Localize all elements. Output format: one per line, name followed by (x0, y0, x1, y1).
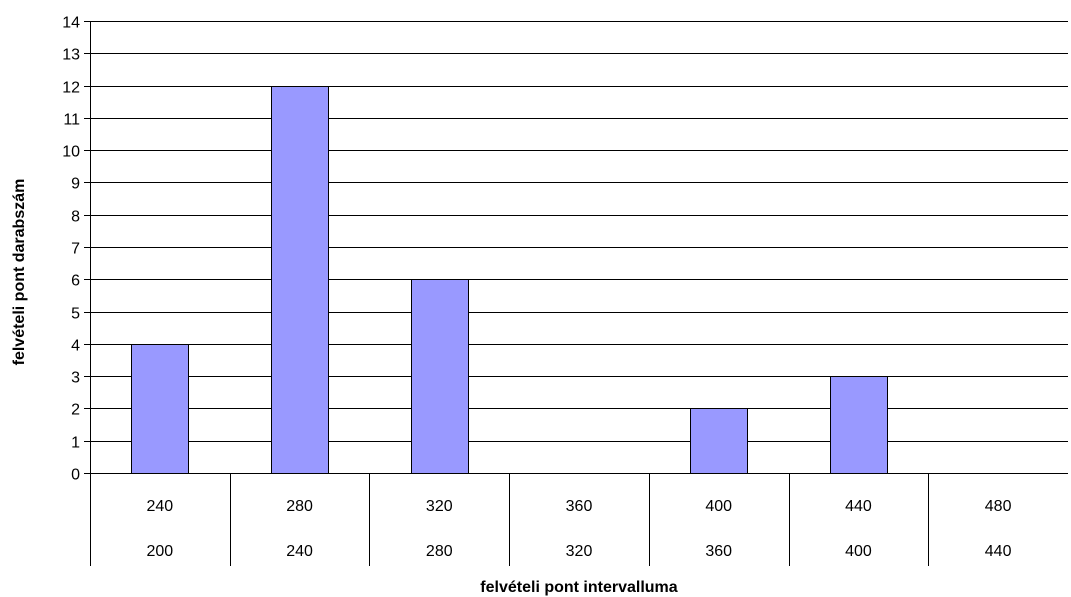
y-tick-label: 10 (62, 144, 80, 161)
x-axis-title: felvételi pont intervalluma (480, 579, 677, 596)
bar-440 (830, 376, 888, 474)
y-axis-title: felvételi pont darabszám (11, 179, 28, 366)
x-tick-labels: 240 200 280 240 320 280 360 320 400 360 440 400 480 4… (147, 498, 1012, 560)
y-tick-label: 7 (71, 241, 80, 258)
y-tick-label: 13 (62, 47, 80, 64)
x-tick-label-upper: 320 (426, 498, 453, 515)
x-tick-label-lower: 200 (147, 543, 174, 560)
x-tick-label-lower: 240 (286, 543, 313, 560)
x-tick-label-lower: 440 (985, 543, 1012, 560)
bar-320 (411, 279, 469, 474)
bar-240 (131, 344, 189, 474)
y-tick-label: 11 (63, 112, 80, 129)
y-tick-label: 0 (71, 467, 80, 484)
x-tick-label-upper: 240 (147, 498, 174, 515)
y-tick-label: 1 (71, 435, 80, 452)
bar-400 (690, 408, 748, 474)
x-tick-label-upper: 360 (566, 498, 593, 515)
axes (84, 21, 1068, 566)
y-tick-label: 9 (71, 176, 80, 193)
x-tick-label-lower: 320 (566, 543, 593, 560)
x-tick-label-lower: 400 (845, 543, 872, 560)
bars (131, 86, 888, 474)
x-tick-label-upper: 440 (845, 498, 872, 515)
x-tick-label-lower: 360 (705, 543, 732, 560)
bar-280 (271, 86, 329, 474)
y-tick-label: 8 (71, 209, 80, 226)
x-tick-label-upper: 480 (985, 498, 1012, 515)
y-tick-label: 14 (62, 15, 80, 32)
gridlines (90, 21, 1068, 442)
y-tick-label: 4 (71, 338, 80, 355)
x-tick-label-upper: 400 (705, 498, 732, 515)
y-tick-label: 5 (71, 306, 80, 323)
y-tick-label: 3 (71, 370, 80, 387)
y-tick-label: 6 (71, 273, 80, 290)
y-tick-label: 2 (71, 402, 80, 419)
x-tick-label-lower: 280 (426, 543, 453, 560)
x-tick-label-upper: 280 (286, 498, 313, 515)
y-tick-label: 12 (62, 80, 80, 97)
